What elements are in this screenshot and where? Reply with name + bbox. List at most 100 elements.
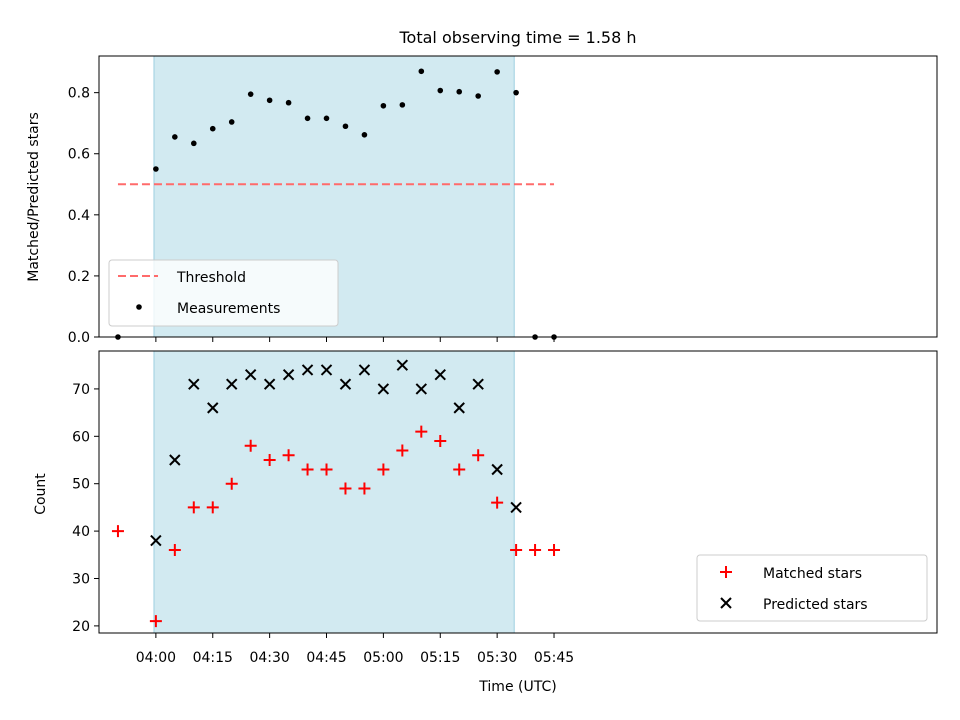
legend-measurements-swatch: [136, 304, 142, 310]
matched-star-point: [529, 544, 542, 557]
matched-star-point: [187, 501, 200, 514]
predicted-star-point: [207, 402, 219, 414]
matched-star-point: [206, 501, 219, 514]
matched-star-point: [111, 525, 124, 538]
ratio-legend: Threshold Measurements: [108, 259, 339, 327]
y-tick-label: 0.8: [68, 86, 90, 102]
x-tick-label: 04:15: [193, 650, 233, 666]
predicted-star-point: [377, 383, 390, 395]
measurement-point: [399, 102, 406, 108]
legend-predicted-swatch: [720, 597, 732, 609]
predicted-star-point: [358, 364, 371, 376]
count-panel: 20 30 40 50 60 70 04:00 04:15 04:30 04:45 05:00 05…: [33, 350, 938, 695]
matched-star-point: [320, 463, 333, 476]
count-legend: Matched stars Predicted stars: [696, 554, 928, 622]
predicted-star-point: [244, 368, 257, 381]
predicted-star-point: [453, 402, 465, 414]
matched-star-point: [377, 463, 390, 476]
legend-matched-label: Matched stars: [763, 566, 862, 582]
measurement-point: [228, 119, 235, 125]
predicted-star-point: [472, 378, 484, 390]
predicted-star-point: [510, 501, 522, 514]
matched-star-point: [548, 544, 561, 557]
y-tick-label: 0.4: [68, 208, 90, 224]
y-tick-label: 0.2: [68, 269, 90, 285]
predicted-star-point: [150, 534, 162, 547]
y-tick-label: 40: [72, 524, 90, 540]
x-tick-label: 04:30: [249, 650, 289, 666]
matched-star-point: [453, 463, 466, 476]
predicted-star-point: [169, 454, 181, 466]
measurement-point: [172, 134, 178, 140]
matched-star-point: [149, 615, 162, 628]
measurement-point: [361, 132, 368, 138]
predicted-star-point: [339, 378, 352, 390]
predicted-star-point: [396, 359, 409, 371]
matched-star-point: [415, 425, 428, 438]
matched-star-point: [168, 544, 181, 557]
matched-star-point: [396, 444, 409, 457]
x-tick-label: 05:45: [534, 650, 574, 666]
y-tick-label: 70: [72, 382, 90, 398]
measurement-point: [285, 99, 292, 106]
count-plot-frame: [98, 350, 938, 634]
legend-frame: [696, 554, 928, 622]
matched-star-point: [491, 496, 504, 509]
x-axis-label: Time (UTC): [478, 679, 556, 695]
measurement-point: [380, 102, 387, 109]
matched-star-point: [244, 439, 257, 452]
predicted-star-point: [491, 463, 503, 476]
legend-predicted-label: Predicted stars: [763, 597, 868, 613]
measurement-point: [494, 69, 500, 75]
legend-matched-swatch: [720, 566, 732, 578]
y-tick-label: 60: [72, 429, 90, 445]
predicted-star-point: [226, 378, 238, 390]
matched-star-point: [510, 544, 523, 557]
predicted-star-point: [301, 364, 314, 376]
y-tick-label: 0.6: [68, 147, 90, 163]
predicted-star-point: [415, 383, 428, 395]
chart-title: Total observing time = 1.58 h: [398, 28, 636, 47]
measurement-point: [475, 93, 481, 99]
matched-star-point: [225, 477, 238, 490]
matched-star-point: [339, 482, 352, 495]
x-tick-label: 05:30: [477, 650, 517, 666]
measurement-point: [323, 115, 330, 122]
measurement-point: [209, 125, 216, 132]
legend-frame: [108, 259, 339, 327]
y-tick-label: 30: [72, 571, 90, 587]
y-tick-label: 20: [72, 619, 90, 635]
measurement-point: [342, 123, 349, 130]
measurement-point: [190, 140, 197, 147]
measurement-point: [437, 87, 444, 94]
predicted-star-point: [188, 378, 200, 390]
matched-star-point: [434, 435, 447, 448]
matched-star-point: [263, 454, 276, 467]
measurement-point: [266, 97, 273, 104]
y-tick-label: 0.0: [68, 330, 90, 346]
x-tick-label: 05:15: [420, 650, 460, 666]
count-y-axis-label: Count: [33, 473, 49, 515]
measurement-point: [304, 115, 311, 122]
legend-threshold-label: Threshold: [176, 270, 246, 286]
predicted-star-point: [282, 368, 295, 381]
measurement-point: [247, 91, 254, 97]
measurement-point: [513, 89, 519, 96]
observing-window-span: [153, 350, 515, 634]
matched-star-point: [301, 463, 314, 476]
measurement-point: [418, 68, 425, 75]
ratio-plot-frame: [98, 55, 938, 338]
ratio-y-axis-label: Matched/Predicted stars: [26, 112, 42, 282]
matched-star-point: [358, 482, 371, 495]
x-tick-label: 04:00: [136, 650, 176, 666]
ratio-panel: Total observing time = 1.58 h 0.0 0.2 0.4 0…: [26, 28, 938, 346]
x-tick-label: 05:00: [363, 650, 403, 666]
measurement-point: [153, 166, 159, 172]
x-tick-label: 04:45: [306, 650, 346, 666]
predicted-star-point: [320, 364, 333, 376]
matched-star-point: [472, 449, 485, 462]
y-tick-label: 50: [72, 477, 90, 493]
predicted-star-point: [263, 378, 276, 390]
predicted-star-point: [434, 368, 446, 381]
